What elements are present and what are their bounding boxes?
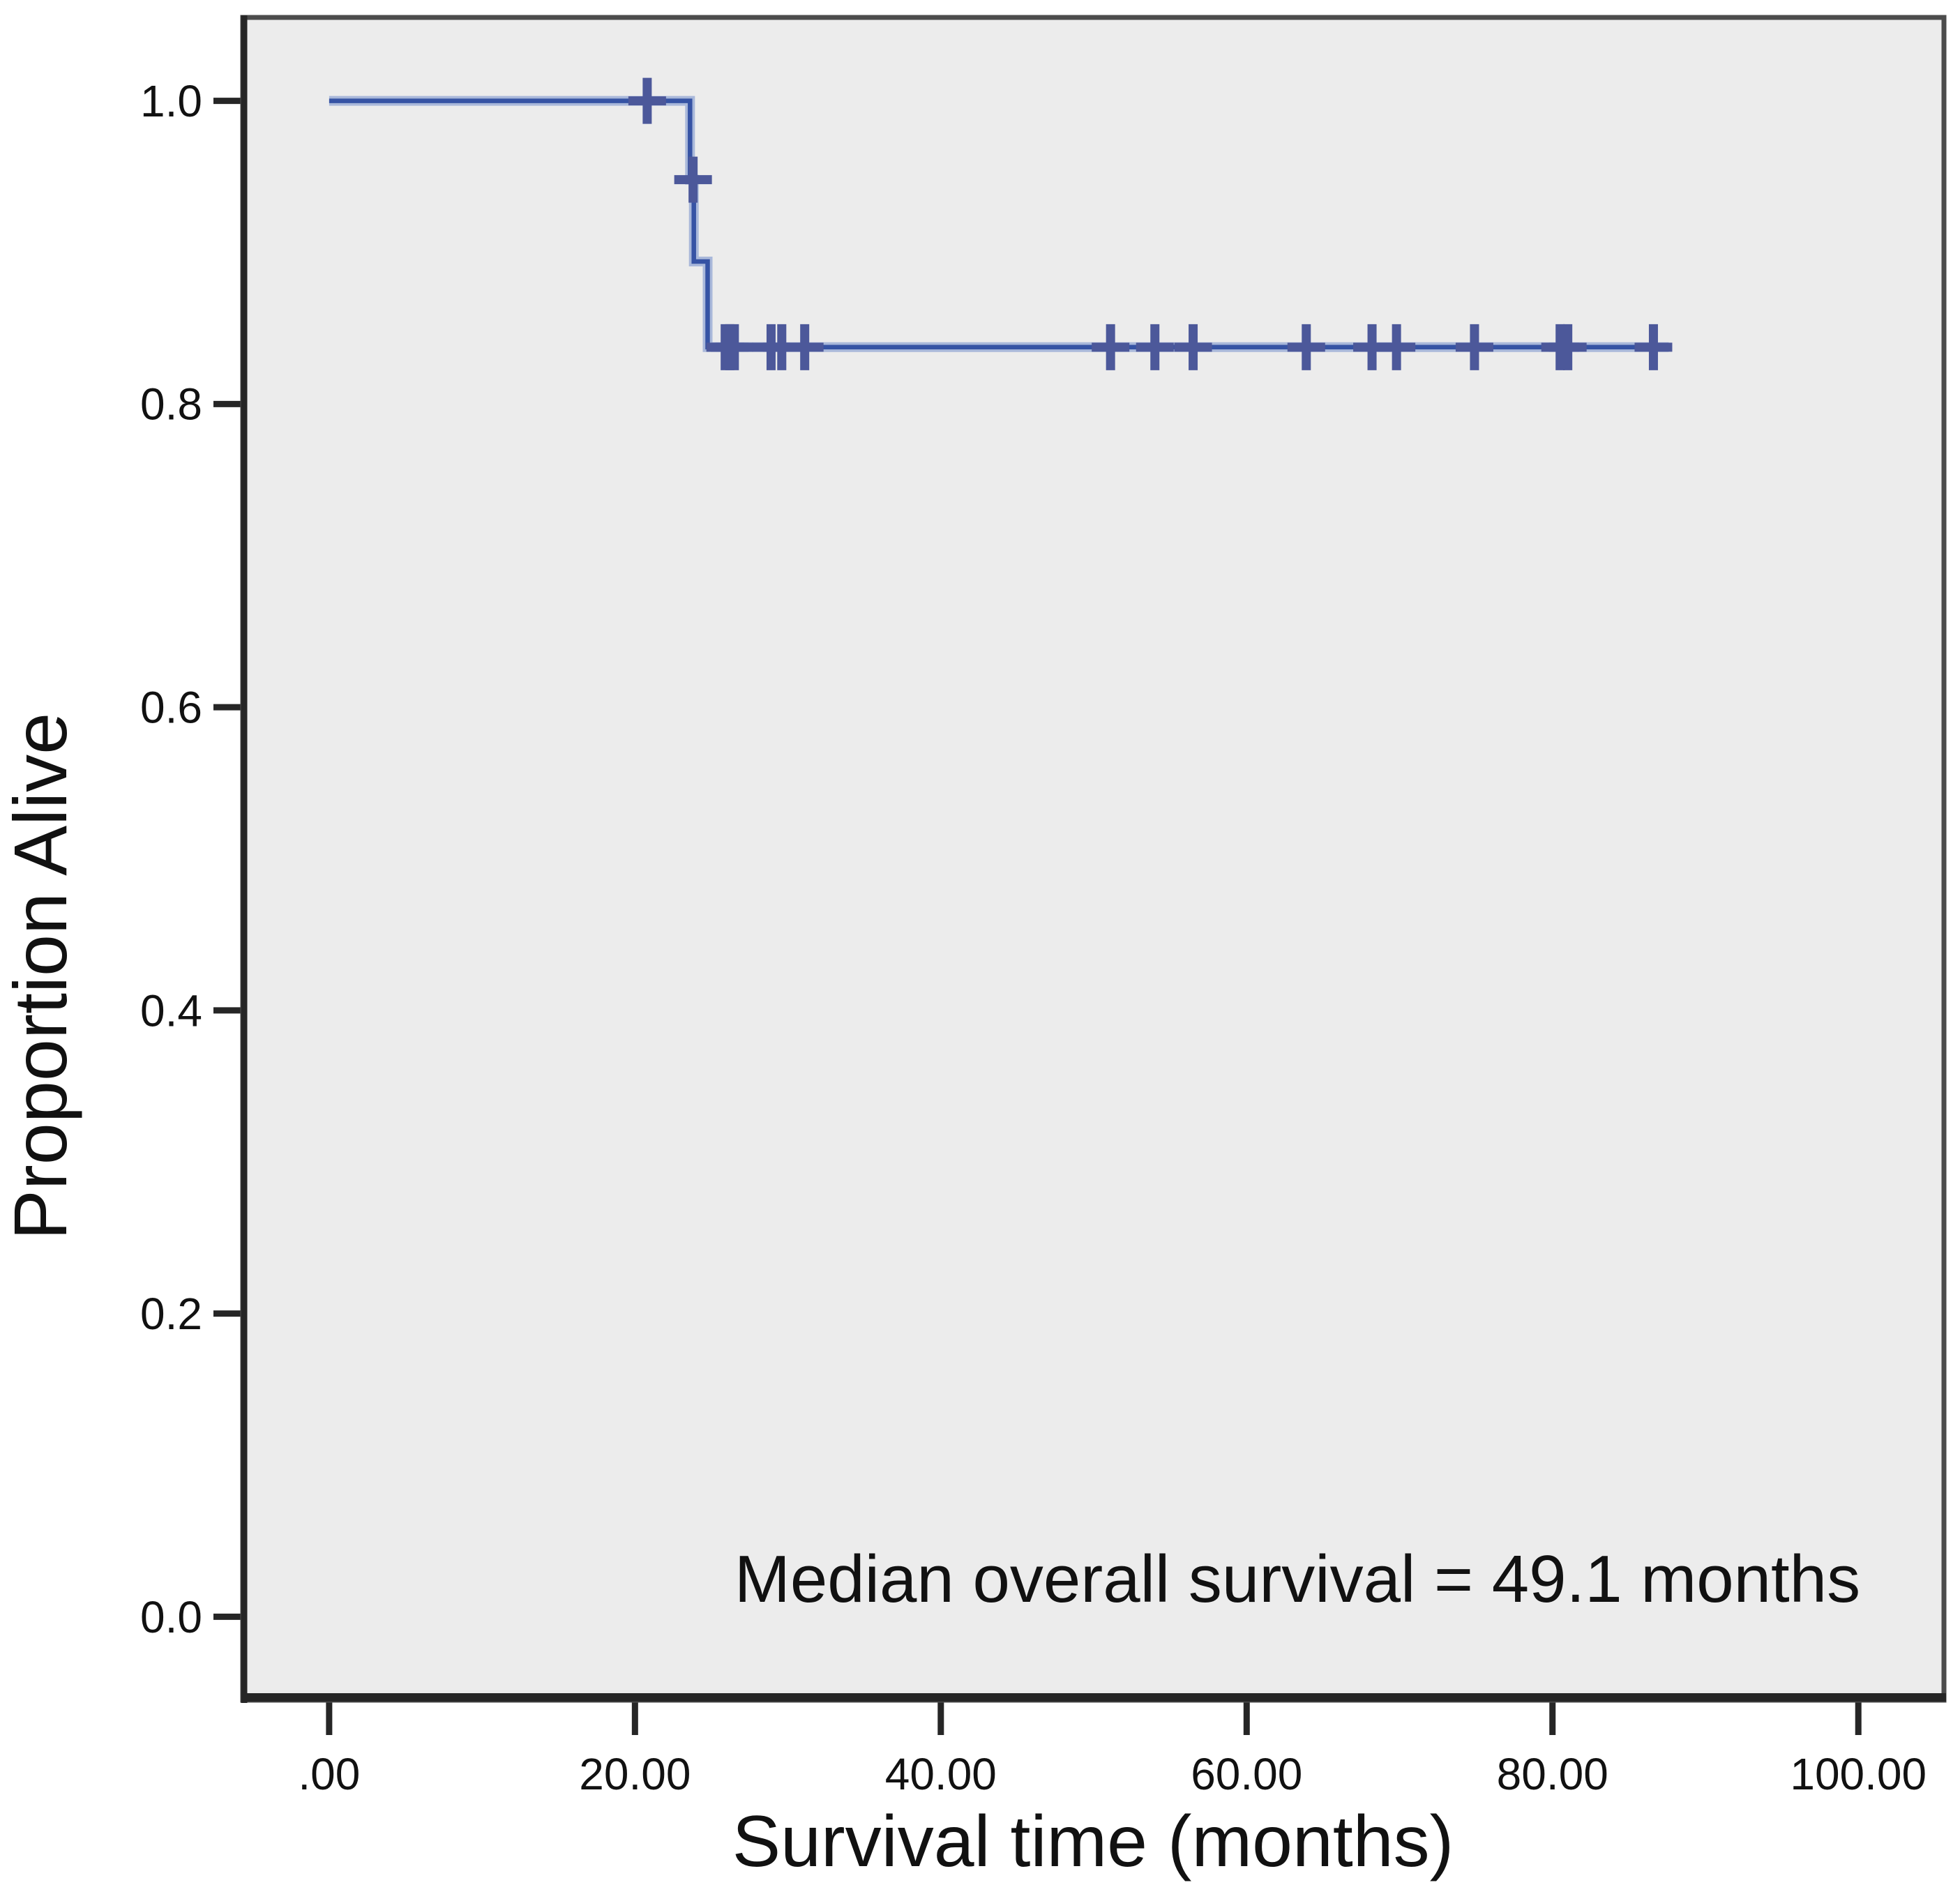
median-survival-annotation: Median overall survival = 49.1 months (734, 1542, 1860, 1616)
censor-mark (1092, 324, 1130, 370)
x-axis-title: Survival time (months) (732, 1801, 1454, 1882)
y-axis-ticks: 0.0 0.2 0.4 0.6 0.8 1.0 (140, 76, 243, 1642)
censor-mark (785, 324, 824, 370)
x-tick-label: 100.00 (1790, 1749, 1927, 1799)
censor-mark (1455, 324, 1493, 370)
x-tick-label: 60.00 (1191, 1749, 1302, 1799)
censor-mark (674, 156, 712, 203)
x-tick-label: 40.00 (885, 1749, 997, 1799)
y-tick-label: 0.0 (140, 1592, 202, 1642)
censor-mark (628, 77, 666, 124)
y-tick-label: 1.0 (140, 76, 202, 126)
plot-area (243, 17, 1944, 1700)
y-tick-label: 0.2 (140, 1289, 202, 1339)
censor-mark (1174, 324, 1212, 370)
censor-mark (1634, 324, 1673, 370)
x-tick-label: .00 (298, 1749, 360, 1799)
x-axis-ticks: .00 20.00 40.00 60.00 80.00 100.00 (298, 1700, 1927, 1799)
y-axis-title: Proportion Alive (0, 713, 82, 1240)
censor-mark (1548, 324, 1587, 370)
x-tick-label: 20.00 (579, 1749, 691, 1799)
y-tick-label: 0.4 (140, 985, 202, 1036)
y-tick-label: 0.8 (140, 379, 202, 430)
survival-curve (329, 98, 1669, 350)
x-tick-label: 80.00 (1497, 1749, 1608, 1799)
y-tick-label: 0.6 (140, 683, 202, 733)
censor-mark (1378, 324, 1416, 370)
censor-marks (628, 77, 1673, 370)
censor-mark (715, 324, 753, 370)
censor-mark (1287, 324, 1325, 370)
censor-mark (1136, 324, 1174, 370)
